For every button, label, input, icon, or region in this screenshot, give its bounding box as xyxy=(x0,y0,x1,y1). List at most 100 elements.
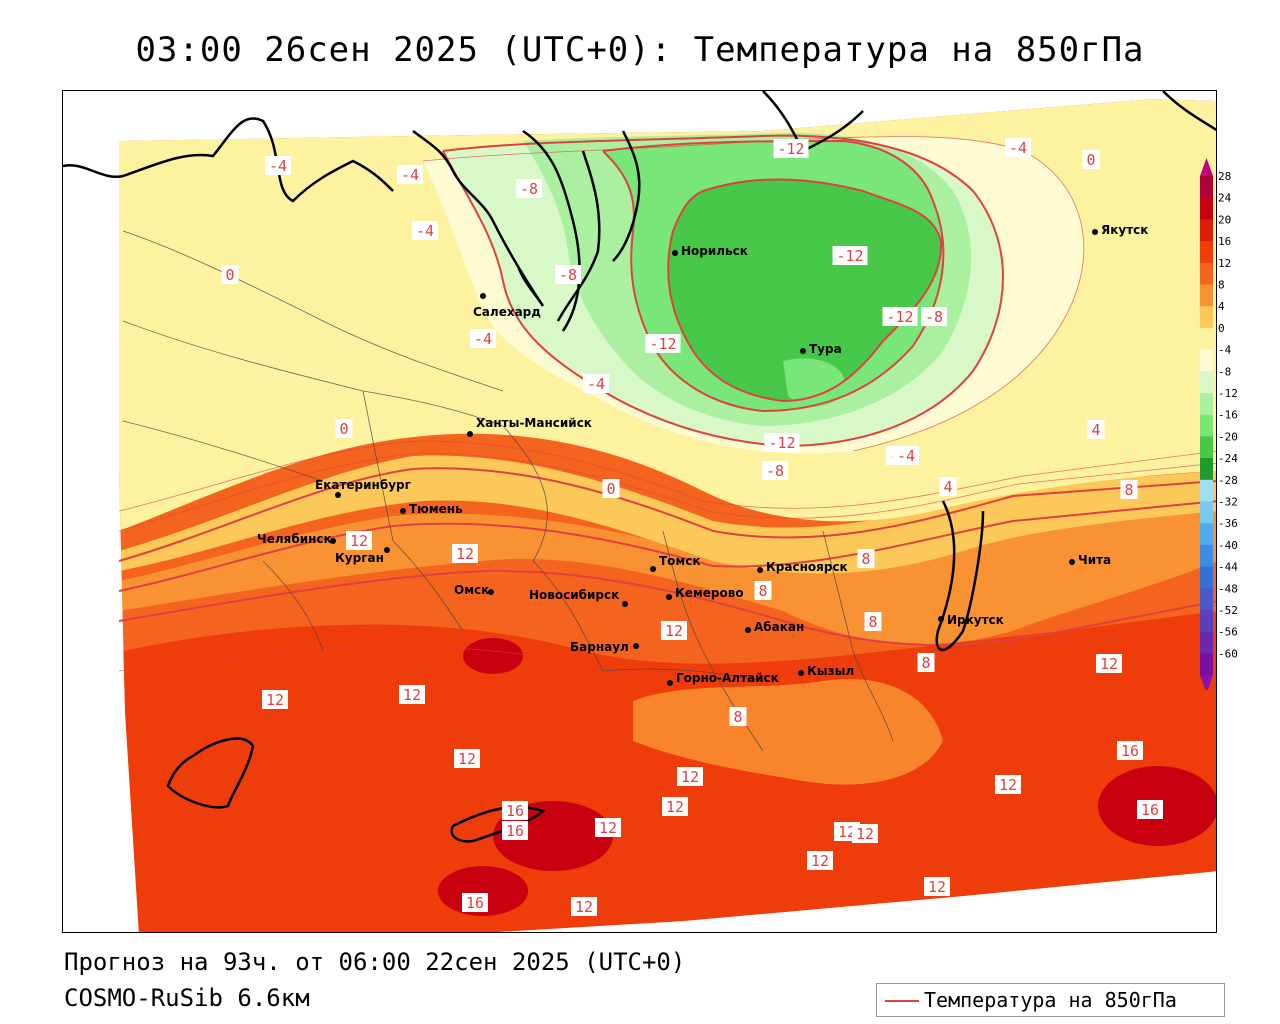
isotherm-label: 12 xyxy=(924,877,950,896)
city-salekhard[interactable]: Салехард xyxy=(473,293,541,319)
city-tyumen[interactable]: Тюмень xyxy=(400,502,463,516)
svg-text:-4: -4 xyxy=(587,375,605,393)
svg-text:Барнаул: Барнаул xyxy=(570,640,629,654)
svg-text:8: 8 xyxy=(733,708,742,726)
city-omsk[interactable]: Омск xyxy=(454,583,494,597)
city-chelyabinsk[interactable]: Челябинск xyxy=(257,532,336,546)
colorbar-swatch xyxy=(1200,327,1213,351)
colorbar-tick-label: -24 xyxy=(1218,452,1238,465)
city-yakutsk[interactable]: Якутск xyxy=(1092,223,1148,237)
svg-text:12: 12 xyxy=(403,686,421,704)
city-yekaterinburg[interactable]: Екатеринбург xyxy=(315,478,411,498)
svg-text:-8: -8 xyxy=(766,462,784,480)
colorbar-swatch xyxy=(1200,588,1213,611)
isotherm-label: 16 xyxy=(1137,800,1163,819)
colorbar-min-arrow xyxy=(1200,675,1213,690)
svg-text:Челябинск: Челябинск xyxy=(257,532,332,546)
coastlines xyxy=(63,91,1216,843)
colorbar-tick-label: -52 xyxy=(1218,604,1238,617)
forecast-info: Прогноз на 93ч. от 06:00 22сен 2025 (UTC… xyxy=(64,948,686,976)
colorbar-swatch xyxy=(1200,479,1213,502)
map-panel[interactable]: Норильск Якутск Салехард Тура Ханты-Манс… xyxy=(62,90,1217,933)
isotherm-label: 8 xyxy=(729,707,747,726)
svg-text:12: 12 xyxy=(681,768,699,786)
svg-text:Тюмень: Тюмень xyxy=(409,502,463,516)
city-abakan[interactable]: Абакан xyxy=(745,620,804,634)
isotherm-label: -12 xyxy=(764,433,800,452)
svg-text:-12: -12 xyxy=(768,434,795,452)
city-kyzyl[interactable]: Кызыл xyxy=(798,664,854,678)
isotherm-label: -4 xyxy=(893,446,919,465)
isotherm-lines xyxy=(118,134,1216,646)
svg-text:Горно-Алтайск: Горно-Алтайск xyxy=(676,671,779,685)
isotherm-label: 8 xyxy=(754,581,772,600)
svg-text:-4: -4 xyxy=(1009,139,1027,157)
svg-text:0: 0 xyxy=(225,266,234,284)
isotherm-label: 12 xyxy=(595,818,621,837)
svg-text:12: 12 xyxy=(838,823,856,841)
svg-text:Абакан: Абакан xyxy=(754,620,804,634)
colorbar-tick-label: -28 xyxy=(1218,474,1238,487)
city-krasnoyarsk[interactable]: Красноярск xyxy=(757,560,848,574)
city-novosibirsk[interactable]: Новосибирск xyxy=(529,588,628,607)
city-tomsk[interactable]: Томск xyxy=(650,554,701,572)
isotherm-label: -12 xyxy=(832,246,868,265)
svg-text:0: 0 xyxy=(339,420,348,438)
svg-text:Салехард: Салехард xyxy=(473,305,541,319)
colorbar-tick-label: 12 xyxy=(1218,257,1231,270)
colorbar-swatch xyxy=(1200,631,1213,654)
city-norilsk[interactable]: Норильск xyxy=(672,244,748,258)
svg-text:-12: -12 xyxy=(649,335,676,353)
city-chita[interactable]: Чита xyxy=(1069,553,1111,567)
isotherm-label: -12 xyxy=(773,139,809,158)
isotherm-label: 12 xyxy=(852,824,878,843)
colorbar-tick-label: -16 xyxy=(1218,409,1238,422)
svg-text:12: 12 xyxy=(928,878,946,896)
city-irkutsk[interactable]: Иркутск xyxy=(938,613,1004,627)
svg-text:Кемерово: Кемерово xyxy=(675,586,744,600)
svg-text:4: 4 xyxy=(943,478,952,496)
city-khanty-mansiysk[interactable]: Ханты-Мансийск xyxy=(467,416,592,437)
isotherm-label: 0 xyxy=(1082,150,1100,169)
city-kemerovo[interactable]: Кемерово xyxy=(666,586,744,600)
svg-text:12: 12 xyxy=(350,532,368,550)
svg-text:8: 8 xyxy=(921,654,930,672)
isotherm-label: -4 xyxy=(1005,138,1031,157)
svg-text:-4: -4 xyxy=(401,166,419,184)
colorbar-swatch xyxy=(1200,262,1213,285)
colorbar-tick-label: -48 xyxy=(1218,582,1238,595)
isotherm-label: 16 xyxy=(462,893,488,912)
isotherm-label: -4 xyxy=(412,221,438,240)
svg-text:12: 12 xyxy=(575,898,593,916)
city-kurgan[interactable]: Курган xyxy=(335,547,390,565)
svg-text:Иркутск: Иркутск xyxy=(947,613,1004,627)
svg-text:12: 12 xyxy=(1100,655,1118,673)
isotherm-label: 8 xyxy=(917,653,935,672)
isotherm-label: -4 xyxy=(470,329,496,348)
isotherm-label: 12 xyxy=(807,851,833,870)
colorbar-swatch xyxy=(1200,501,1213,524)
colorbar-max-arrow xyxy=(1200,158,1213,176)
isotherm-label: -8 xyxy=(921,307,947,326)
city-gorno-altaysk[interactable]: Горно-Алтайск xyxy=(667,671,779,686)
colorbar-swatch xyxy=(1200,219,1213,242)
svg-text:16: 16 xyxy=(466,894,484,912)
svg-text:8: 8 xyxy=(1124,481,1133,499)
isotherm-label: 12 xyxy=(1096,654,1122,673)
colorbar-tick-label: 4 xyxy=(1218,300,1225,313)
svg-text:12: 12 xyxy=(811,852,829,870)
svg-text:12: 12 xyxy=(599,819,617,837)
colorbar-tick-label: 8 xyxy=(1218,279,1225,292)
svg-text:16: 16 xyxy=(506,802,524,820)
colorbar-swatch xyxy=(1200,393,1213,416)
colorbar-swatch xyxy=(1200,653,1213,676)
colorbar-tick-label: 0 xyxy=(1218,322,1225,335)
isotherm-label: -8 xyxy=(516,179,542,198)
isotherm-label: 0 xyxy=(221,265,239,284)
city-tura[interactable]: Тура xyxy=(800,342,842,356)
svg-text:-12: -12 xyxy=(777,140,804,158)
isotherm-label: 16 xyxy=(1117,741,1143,760)
isotherm-label: 8 xyxy=(864,612,882,631)
isotherm-label: 12 xyxy=(677,767,703,786)
city-barnaul[interactable]: Барнаул xyxy=(570,640,639,654)
